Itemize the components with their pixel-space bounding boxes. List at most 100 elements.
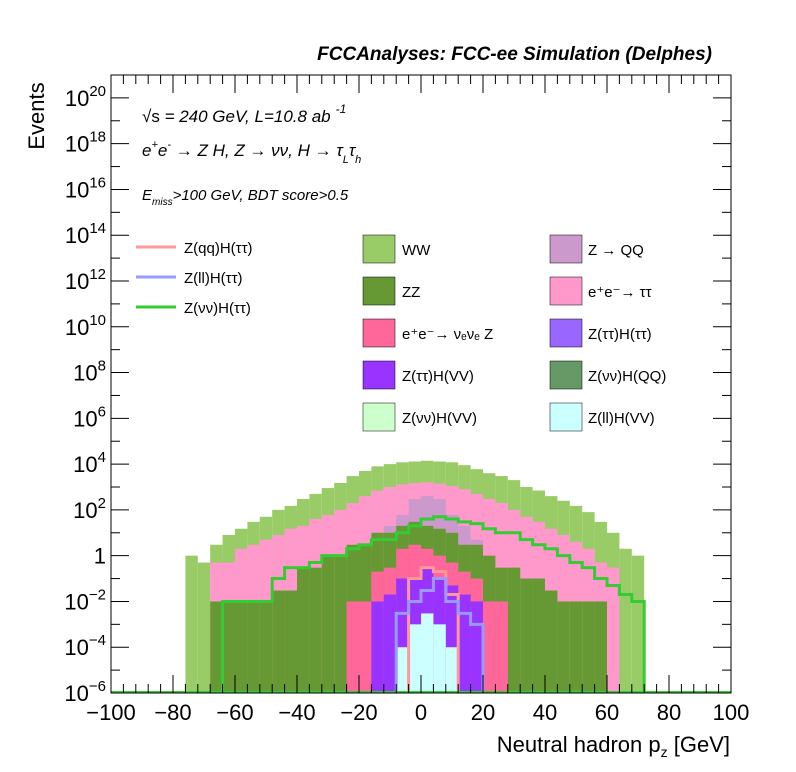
bar-3-10 [309,567,322,693]
bar-3-11 [321,555,335,693]
signal-line-2 [221,515,646,693]
legend-box-label: Z(νν)H(VV) [402,410,477,427]
y-tick-label: 1014 [65,220,106,248]
legend-box-2-swatch [549,234,583,264]
y-tick-label: 1 [94,544,106,569]
y-tick-label: 1018 [65,129,106,157]
legend-box-2-label: Z(νν)H(QQ) [588,368,666,385]
annotation-cuts: Emiss>100 GeV, BDT score>0.5 [142,187,349,208]
legend-box-2-swatch [549,360,583,390]
x-tick-label: −60 [216,700,253,725]
bar-3-28 [532,578,545,693]
legend: Z(qq)H(ττ) Z(ll)H(ττ) Z(νν)H(ττ) WW ZZ e⁺e⁻→ … [136,234,666,432]
chart-title: FCCAnalyses: FCC-ee Simulation (Delphes) [317,44,712,65]
y-tick-label: 1016 [65,174,106,202]
y-tick-label: 1020 [65,83,106,111]
x-axis-label-sub: z [661,744,668,760]
legend-box-swatch [362,234,396,264]
bar-4-13 [346,601,359,693]
bar-0-1 [197,562,211,693]
legend-box-swatch [362,318,396,348]
legend-box-2-label: Z(ττ)H(ττ) [588,326,652,343]
y-tick-label: 10−6 [64,678,106,706]
bar-3-8 [284,590,297,693]
legend-box-2-label: Z → QQ [588,242,644,259]
bar-4-14 [359,601,372,693]
annotation-energy: √s = 240 GeV, L=10.8 ab -1 [142,102,346,126]
bar-1-34 [607,567,620,693]
bar-0-35 [619,548,632,693]
legend-box-label: Z(ττ)H(VV) [402,368,474,385]
legend-box-swatch [362,360,396,390]
y-tick-label: 1012 [65,266,106,294]
histogram-bars [185,460,645,693]
x-axis-label: Neutral hadron pz [GeV] [497,732,730,760]
bar-0-0 [185,555,198,693]
bar-6-18 [408,624,421,693]
legend-line-label: Z(qq)H(ττ) [184,240,253,257]
legend-line-label: Z(νν)H(ττ) [184,300,251,317]
legend-box-label: e⁺e⁻→ νₑνₑ Z [402,326,493,343]
bar-3-4 [235,601,248,693]
x-tick-label: −40 [278,700,315,725]
bar-3-12 [334,555,347,693]
bar-3-32 [582,601,595,693]
legend-box-2-label: Z(ll)H(VV) [588,410,655,427]
y-tick-label: 1010 [65,312,106,340]
bar-3-9 [297,567,310,693]
legend-box-label: WW [402,242,431,259]
y-axis-label: Events [24,82,49,149]
y-tick-label: 108 [73,358,106,386]
x-tick-label: −100 [86,700,136,725]
stack-6 [396,613,459,693]
bar-3-30 [557,601,570,693]
x-tick-label: 60 [595,700,619,725]
x-tick-label: 20 [471,700,495,725]
legend-box-2-label: e⁺e⁻→ ττ [588,284,652,301]
x-tick-label: −80 [154,700,191,725]
sqrt-s: √s [142,107,160,126]
x-tick-label: 0 [415,700,427,725]
bar-3-31 [569,601,583,693]
bar-6-19 [421,613,434,693]
y-tick-label: 10−2 [64,586,106,614]
bar-3-29 [545,590,558,693]
legend-box-2-swatch [549,276,583,306]
bar-5-22 [458,594,471,693]
annotation-process: e+e- → Z H, Z → νν, H → τLτh [142,139,361,166]
signal-line-1 [394,577,485,693]
bar-6-17 [396,647,409,693]
bar-3-3 [222,601,235,693]
y-tick-label: 10−4 [64,632,106,660]
signal-line-0 [407,566,460,693]
legend-box-2-swatch [549,402,583,432]
bar-5-23 [470,601,483,693]
annotations: √s = 240 GeV, L=10.8 ab -1 e+e- → Z H, Z … [142,102,361,208]
bar-3-7 [272,590,285,693]
y-tick-label: 106 [73,403,106,431]
x-tick-label: 80 [657,700,681,725]
legend-box-swatch [362,276,396,306]
bar-3-27 [520,578,533,693]
legend-box-label: ZZ [402,284,420,301]
bar-5-16 [383,594,397,693]
x-tick-label: −20 [340,700,377,725]
bar-3-5 [247,601,260,693]
legend-line-label: Z(ll)H(ττ) [184,270,243,287]
bar-0-36 [631,555,645,693]
y-axis-ticks: 10−6 10−4 10−2 1 102 104 106 108 1010 1012 1014 101… [64,83,731,706]
bar-3-26 [507,567,521,693]
bar-4-24 [483,601,496,693]
x-tick-label: 100 [713,700,750,725]
bar-5-15 [371,601,384,693]
bar-3-33 [594,601,607,693]
legend-box-2-swatch [549,318,583,348]
bar-3-6 [259,601,273,693]
x-axis-ticks: −100 −80 −60 −40 −20 0 20 40 60 80 100 [86,75,749,725]
y-tick-label: 102 [73,495,106,523]
bar-6-21 [445,647,459,693]
bar-3-2 [210,601,223,693]
bar-4-25 [495,601,508,693]
bar-6-20 [433,624,446,693]
